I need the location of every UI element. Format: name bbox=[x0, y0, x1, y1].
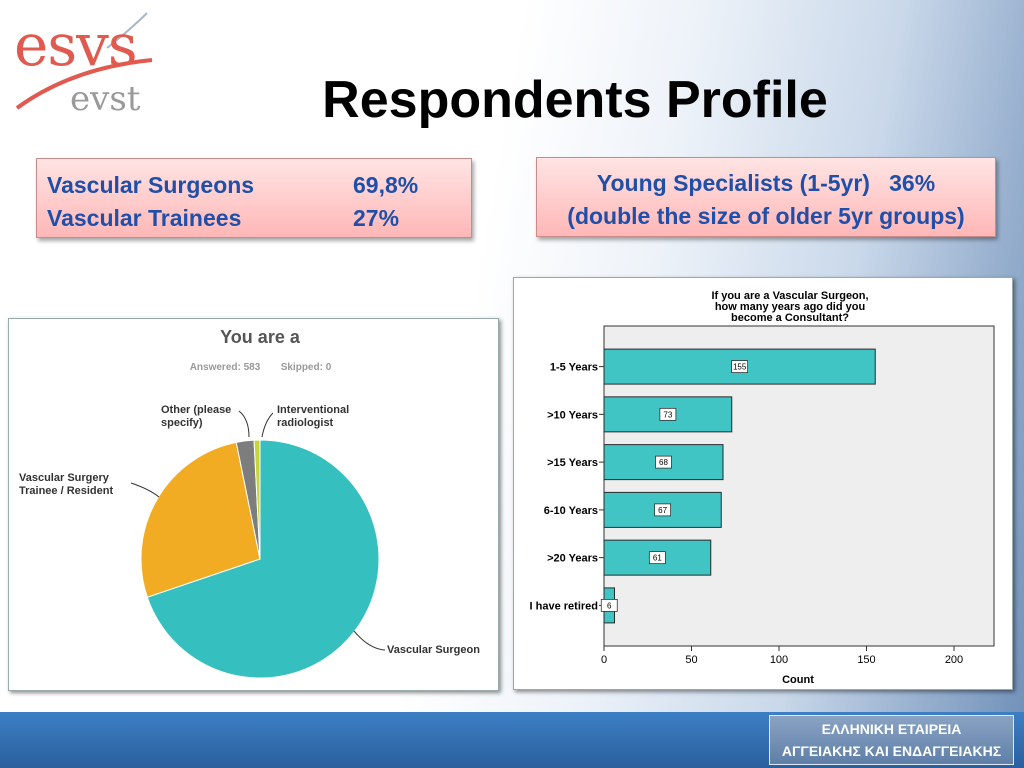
x-axis-label: Count bbox=[782, 674, 814, 686]
bar-title-line: how many years ago did you bbox=[715, 301, 865, 313]
pie-label: radiologist bbox=[277, 417, 334, 429]
bar-data-label-group: 61 bbox=[648, 551, 666, 565]
bar-data-label-box bbox=[731, 360, 749, 373]
pie-label: specify) bbox=[161, 417, 203, 429]
bar-data-label-group: 155 bbox=[731, 360, 749, 373]
esvs-logo: esvs evst bbox=[12, 8, 162, 118]
bar-data-label-box bbox=[659, 407, 677, 421]
pie-label: Other (please bbox=[161, 404, 231, 416]
y-tick-label: 6-10 Years bbox=[544, 505, 598, 517]
pie-leader-line bbox=[261, 412, 274, 438]
stats-label: Vascular Surgeons bbox=[47, 172, 255, 198]
bar-data-label: 67 bbox=[658, 506, 667, 515]
y-tick-label: >20 Years bbox=[547, 553, 598, 565]
society-name-line-2: ΑΓΓΕΙΑΚΗΣ ΚΑΙ ΕΝΔΑΓΓΕΙΑΚΗΣ ΧΕΙΡΟΥΡΓΙΚΗΣ bbox=[781, 743, 1002, 768]
pie-slice-2 bbox=[140, 441, 261, 598]
footer-band: ΕΛΛΗΝΙΚΗ ΕΤΑΙΡΕΙΑ ΑΓΓΕΙΑΚΗΣ ΚΑΙ ΕΝΔΑΓΓΕΙ… bbox=[0, 712, 1024, 768]
pie-leader-line bbox=[130, 482, 160, 498]
pie-slice-1 bbox=[146, 439, 380, 679]
pie-chart: You are a Answered: 583 Skipped: 0 Vascular… bbox=[19, 327, 480, 679]
y-tick-label: >15 Years bbox=[547, 457, 598, 469]
logo-main-text: esvs bbox=[14, 11, 138, 79]
logo-swoosh bbox=[15, 12, 153, 110]
bar-data-label-box bbox=[648, 551, 666, 565]
bar-data-label-group: 73 bbox=[659, 407, 677, 421]
bar-data-label: 6 bbox=[607, 601, 612, 610]
pie-answered-count: Answered: 583 bbox=[190, 362, 261, 373]
bar-title-line: become a Consultant? bbox=[731, 312, 849, 324]
logo-sub-text: evst bbox=[70, 79, 141, 119]
x-tick-label: 100 bbox=[770, 654, 788, 666]
y-tick-label: I have retired bbox=[530, 600, 598, 612]
pie-label: Trainee / Resident bbox=[19, 485, 113, 497]
bar-data-label-box bbox=[654, 503, 672, 517]
note-line-1: Young Specialists (1-5yr) 36% bbox=[596, 170, 936, 196]
society-logo: ΕΛΛΗΝΙΚΗ ΕΤΑΙΡΕΙΑ ΑΓΓΕΙΑΚΗΣ ΚΑΙ ΕΝΔΑΓΓΕΙ… bbox=[769, 715, 1014, 768]
stats-row-trainees: Vascular Trainees 27% bbox=[47, 202, 461, 235]
bar-title-line: If you are a Vascular Surgeon, bbox=[711, 290, 868, 302]
pie-label: Vascular Surgeon bbox=[387, 644, 480, 656]
bar-data-label: 68 bbox=[659, 458, 668, 467]
pie-slice-4 bbox=[253, 439, 261, 560]
stats-value: 27% bbox=[353, 205, 400, 231]
society-name-line-1: ΕΛΛΗΝΙΚΗ ΕΤΑΙΡΕΙΑ bbox=[821, 721, 962, 737]
stats-row-surgeons: Vascular Surgeons 69,8% bbox=[47, 169, 461, 202]
pie-leader-line bbox=[353, 630, 386, 651]
bar-data-label: 61 bbox=[653, 554, 662, 563]
pie-skipped-count: Skipped: 0 bbox=[281, 362, 332, 373]
bar-data-label-group: 68 bbox=[655, 455, 672, 469]
stats-label: Vascular Trainees bbox=[47, 205, 242, 231]
y-tick-label: >10 Years bbox=[547, 409, 598, 421]
bar-data-label: 73 bbox=[663, 410, 672, 419]
pie-chart-panel: You are a Answered: 583 Skipped: 0 Vascular… bbox=[8, 318, 499, 691]
pie-label: Interventional bbox=[277, 404, 349, 416]
y-tick-label: 1-5 Years bbox=[550, 362, 598, 374]
pie-label: Vascular Surgery bbox=[19, 472, 110, 484]
x-tick-label: 150 bbox=[857, 654, 875, 666]
bar-data-label-group: 6 bbox=[600, 599, 618, 612]
pie-leader-line bbox=[238, 410, 250, 438]
x-tick-label: 50 bbox=[685, 654, 697, 666]
x-tick-label: 200 bbox=[945, 654, 963, 666]
x-tick-label: 0 bbox=[601, 654, 607, 666]
bar-data-label-box bbox=[600, 599, 618, 612]
stats-value: 69,8% bbox=[353, 172, 419, 198]
note-line-2: (double the size of older 5yr groups) bbox=[567, 203, 965, 229]
bar-data-label-box bbox=[655, 455, 672, 469]
pie-title: You are a bbox=[220, 327, 301, 347]
bar-chart: If you are a Vascular Surgeon,how many y… bbox=[530, 290, 995, 686]
bar-chart-panel: If you are a Vascular Surgeon, how many y… bbox=[513, 277, 1013, 690]
note-box: Young Specialists (1-5yr) 36% (double th… bbox=[536, 157, 996, 237]
stats-box: Vascular Surgeons 69,8% Vascular Trainee… bbox=[36, 158, 472, 238]
bar-data-label-group: 67 bbox=[654, 503, 672, 517]
bar-data-label: 155 bbox=[733, 363, 747, 372]
page-title: Respondents Profile bbox=[322, 71, 828, 129]
